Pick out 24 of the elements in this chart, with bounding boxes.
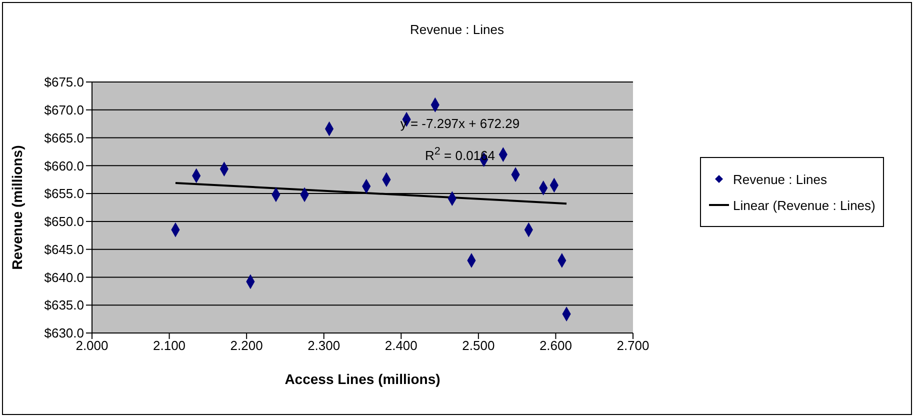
y-tick-label: $675.0 [44,74,84,90]
x-tick-label: 2.200 [230,338,263,354]
chart-title: Revenue : Lines [409,22,505,37]
y-tick-label: $660.0 [44,158,84,174]
annotation: y = -7.297x + 672.29 [400,116,520,131]
x-tick-label: 2.500 [462,338,495,354]
y-tick-label: $630.0 [44,326,84,341]
y-tick-label: $635.0 [44,298,84,313]
x-tick-label: 2.300 [308,338,340,354]
y-tick-label: $645.0 [44,242,84,257]
x-tick-label: 2.400 [384,338,418,354]
y-tick-label: $640.0 [44,270,84,285]
y-tick-label: $650.0 [44,214,84,230]
y-tick-label: $665.0 [44,130,84,146]
x-tick-label: 2.100 [153,338,186,354]
y-tick-label: $655.0 [44,186,84,202]
x-axis-title: Access Lines (millions) [284,371,440,387]
legend-label: Linear (Revenue : Lines) [733,198,876,212]
y-tick-label: $670.0 [44,102,84,118]
x-tick-label: 2.600 [539,338,572,354]
y-axis-title: Revenue (millions) [8,145,25,270]
x-tick-label: 2.000 [76,338,108,354]
legend-label: Revenue : Lines [733,172,827,186]
x-tick-label: 2.700 [616,338,650,354]
